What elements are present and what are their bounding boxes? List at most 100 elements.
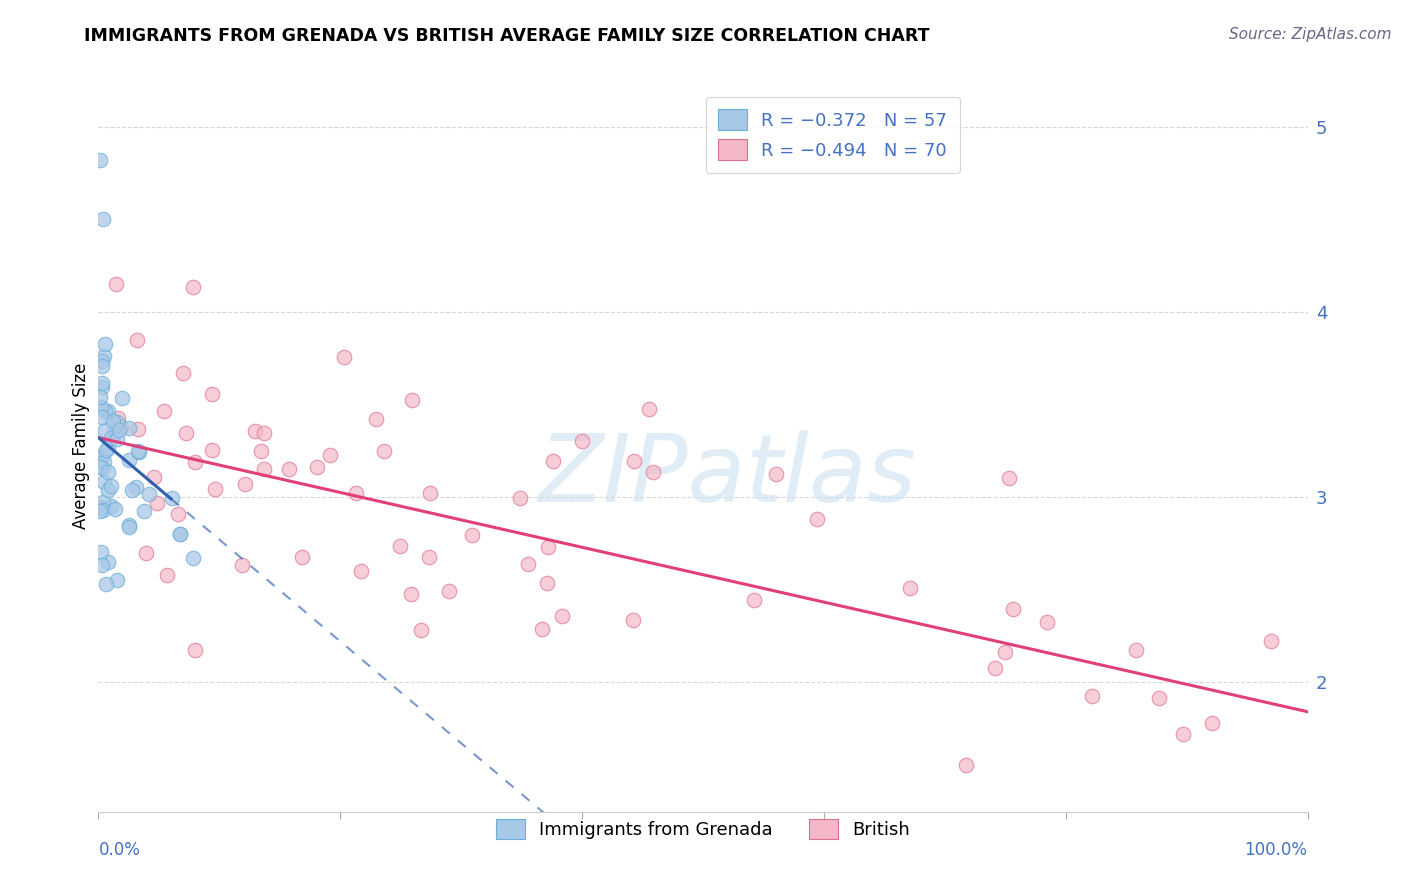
Point [110, 420, 132, 434]
Point [156, 568, 179, 582]
Point [91, 376, 114, 391]
Point [278, 462, 301, 476]
Point [97, 441, 120, 455]
Point [94, 423, 117, 437]
Point [132, 504, 155, 518]
Point [637, 402, 659, 417]
Text: 0.0%: 0.0% [98, 841, 141, 859]
Point [183, 455, 205, 469]
Point [125, 480, 148, 494]
Point [90, 354, 112, 368]
Point [96, 483, 118, 497]
Point [418, 550, 440, 565]
Point [1201, 716, 1223, 731]
Text: 100.0%: 100.0% [1244, 841, 1308, 859]
Point [100, 431, 122, 445]
Point [105, 574, 128, 588]
Point [169, 526, 191, 541]
Point [765, 467, 787, 481]
Point [806, 512, 828, 526]
Point [332, 350, 354, 364]
Point [90, 500, 112, 514]
Point [571, 434, 593, 448]
Point [460, 528, 482, 542]
Point [167, 507, 190, 521]
Point [233, 477, 256, 491]
Point [89, 391, 111, 405]
Point [93, 455, 115, 469]
Point [125, 333, 148, 347]
Point [201, 442, 224, 457]
Point [200, 386, 222, 401]
Point [118, 453, 141, 467]
Point [366, 411, 388, 425]
Point [100, 479, 122, 493]
Point [91, 212, 114, 227]
Y-axis label: Average Family Size: Average Family Size [72, 363, 90, 529]
Point [128, 445, 150, 459]
Point [253, 425, 276, 440]
Point [184, 643, 207, 657]
Point [90, 545, 112, 559]
Point [169, 526, 191, 541]
Point [118, 420, 141, 434]
Point [135, 546, 157, 560]
Point [91, 503, 114, 517]
Point [104, 502, 127, 516]
Point [93, 349, 115, 363]
Point [181, 280, 204, 294]
Point [143, 470, 166, 484]
Point [621, 613, 644, 627]
Point [174, 425, 197, 440]
Point [204, 482, 226, 496]
Point [551, 608, 574, 623]
Point [291, 549, 314, 564]
Point [531, 622, 554, 636]
Point [509, 491, 531, 506]
Point [118, 519, 141, 533]
Point [1125, 642, 1147, 657]
Point [94, 336, 117, 351]
Point [517, 557, 540, 571]
Point [898, 581, 921, 595]
Point [181, 550, 204, 565]
Point [1081, 690, 1104, 704]
Point [172, 367, 194, 381]
Point [108, 423, 131, 437]
Point [319, 448, 342, 462]
Point [541, 454, 564, 468]
Point [419, 485, 441, 500]
Point [97, 403, 120, 417]
Point [90, 401, 112, 415]
Point [537, 540, 560, 554]
Point [401, 392, 423, 407]
Point [91, 359, 114, 374]
Point [373, 443, 395, 458]
Point [138, 487, 160, 501]
Point [91, 410, 114, 425]
Point [107, 411, 129, 425]
Point [103, 425, 125, 440]
Point [994, 645, 1017, 659]
Point [253, 462, 276, 476]
Point [127, 422, 149, 436]
Point [121, 483, 143, 498]
Point [1002, 601, 1025, 615]
Point [93, 475, 115, 490]
Point [111, 391, 134, 405]
Point [89, 452, 111, 467]
Point [1171, 727, 1194, 741]
Point [146, 496, 169, 510]
Point [998, 471, 1021, 485]
Point [91, 448, 114, 462]
Point [89, 460, 111, 475]
Point [401, 587, 423, 601]
Point [536, 575, 558, 590]
Point [623, 454, 645, 468]
Point [1260, 634, 1282, 648]
Legend: Immigrants from Grenada, British: Immigrants from Grenada, British [489, 812, 917, 847]
Point [103, 414, 125, 428]
Point [105, 277, 128, 291]
Point [152, 404, 174, 418]
Point [350, 564, 373, 578]
